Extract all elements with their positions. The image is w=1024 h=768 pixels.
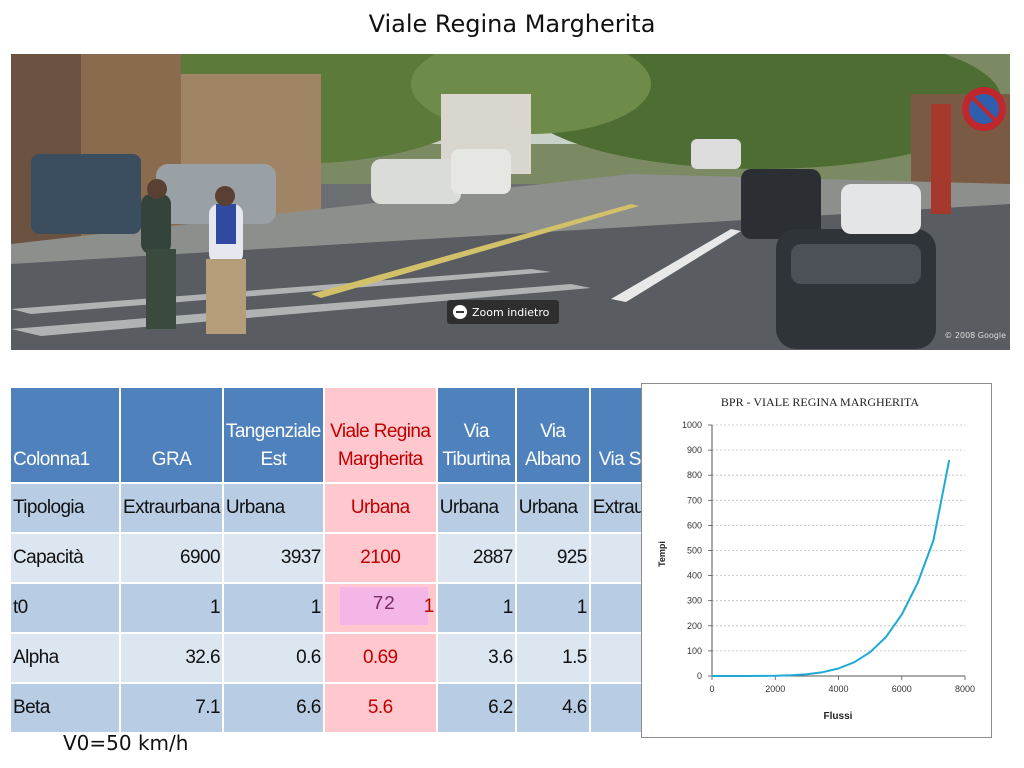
table-cell: 1 bbox=[119, 582, 224, 634]
table-row-beta: Beta 7.1 6.6 5.6 6.2 4.6 5.6 bbox=[9, 682, 694, 734]
street-scene-image bbox=[11, 54, 1010, 350]
street-view-photo: Zoom indietro © 2008 Google bbox=[11, 54, 1010, 350]
table-cell-highlight: 72 1 bbox=[322, 582, 438, 634]
table-row-alpha: Alpha 32.6 0.6 0.69 3.6 1.5 81.16 bbox=[9, 632, 694, 684]
table-cell: Urbana bbox=[435, 482, 517, 534]
bpr-chart: BPR - VIALE REGINA MARGHERITA Tempi Flus… bbox=[641, 383, 992, 738]
bpr-parameters-table: Colonna1 GRA Tangenziale Est Viale Regina… bbox=[9, 386, 694, 734]
table-cell: 1 bbox=[221, 582, 325, 634]
chart-x-tick-label: 2000 bbox=[765, 684, 785, 694]
chart-x-tick-label: 8000 bbox=[955, 684, 975, 694]
table-row-capacita: Capacità 6900 3937 2100 2887 925 1850 bbox=[9, 532, 694, 584]
table-cell: 32.6 bbox=[119, 632, 224, 684]
table-cell-highlight: 0.69 bbox=[322, 632, 438, 684]
table-cell: 0.6 bbox=[221, 632, 325, 684]
row-label: t0 bbox=[9, 582, 121, 634]
chart-x-tick-label: 0 bbox=[709, 684, 714, 694]
table-cell: 1 bbox=[435, 582, 517, 634]
header-colonna1: Colonna1 bbox=[9, 386, 121, 484]
chart-y-tick-label: 500 bbox=[687, 546, 702, 556]
table-cell-highlight: Urbana bbox=[322, 482, 438, 534]
chart-y-tick-label: 100 bbox=[687, 646, 702, 656]
table-cell-highlight: 2100 bbox=[322, 532, 438, 584]
row-label: Capacità bbox=[9, 532, 121, 584]
table-cell: 2887 bbox=[435, 532, 517, 584]
chart-y-tick-label: 600 bbox=[687, 520, 702, 530]
row-label: Alpha bbox=[9, 632, 121, 684]
header-tangenziale-est: Tangenziale Est bbox=[221, 386, 325, 484]
table-cell: Urbana bbox=[514, 482, 591, 534]
chart-title: BPR - VIALE REGINA MARGHERITA bbox=[721, 395, 919, 409]
chart-y-tick-label: 900 bbox=[687, 445, 702, 455]
table-cell: Extraurbana bbox=[119, 482, 224, 534]
chart-series-line bbox=[712, 459, 951, 677]
table-cell: Urbana bbox=[221, 482, 325, 534]
table-cell: 6.6 bbox=[221, 682, 325, 734]
bpr-chart-svg: BPR - VIALE REGINA MARGHERITA Tempi Flus… bbox=[657, 395, 975, 722]
table-row-tipologia: Tipologia Extraurbana Urbana Urbana Urba… bbox=[9, 482, 694, 534]
table-cell: 925 bbox=[514, 532, 591, 584]
table-cell: 6.2 bbox=[435, 682, 517, 734]
chart-y-tick-label: 800 bbox=[687, 470, 702, 480]
zoom-out-label: Zoom indietro bbox=[472, 305, 550, 319]
header-gra: GRA bbox=[119, 386, 224, 484]
header-via-tiburtina: Via Tiburtina bbox=[435, 386, 517, 484]
table-row-t0: t0 1 1 72 1 1 1 1 bbox=[9, 582, 694, 634]
table-cell: 1.5 bbox=[514, 632, 591, 684]
chart-y-tick-label: 0 bbox=[697, 671, 702, 681]
chart-x-tick-label: 6000 bbox=[892, 684, 912, 694]
row-label: Beta bbox=[9, 682, 121, 734]
zoom-out-icon bbox=[453, 305, 467, 319]
table-cell: 6900 bbox=[119, 532, 224, 584]
photo-copyright: © 2008 Google bbox=[944, 331, 1006, 340]
t0-value: 1 bbox=[423, 596, 435, 617]
header-viale-regina-margherita: Viale Regina Margherita bbox=[322, 386, 438, 484]
table-cell-highlight: 5.6 bbox=[322, 682, 438, 734]
table-cell: 7.1 bbox=[119, 682, 224, 734]
header-via-albano: Via Albano bbox=[514, 386, 591, 484]
chart-y-tick-label: 400 bbox=[687, 571, 702, 581]
chart-y-tick-label: 300 bbox=[687, 596, 702, 606]
chart-y-tick-label: 1000 bbox=[682, 420, 702, 430]
chart-x-axis-label: Flussi bbox=[824, 711, 853, 722]
chart-plot-area: 0 100 200 300 400 500 600 700 800 900 1000 0 2000 400… bbox=[682, 420, 975, 694]
t0-edit-overlay[interactable]: 72 bbox=[339, 587, 428, 625]
table-cell: 3937 bbox=[221, 532, 325, 584]
table-header-row: Colonna1 GRA Tangenziale Est Viale Regina… bbox=[9, 386, 694, 484]
row-label: Tipologia bbox=[9, 482, 121, 534]
chart-x-tick-label: 4000 bbox=[828, 684, 848, 694]
table-cell: 3.6 bbox=[435, 632, 517, 684]
slide-title: Viale Regina Margherita bbox=[368, 10, 656, 38]
free-flow-speed-note: V0=50 km/h bbox=[63, 731, 189, 755]
table-cell: 4.6 bbox=[514, 682, 591, 734]
chart-y-axis-label: Tempi bbox=[657, 541, 667, 567]
chart-y-tick-label: 200 bbox=[687, 621, 702, 631]
zoom-out-button[interactable]: Zoom indietro bbox=[447, 300, 560, 324]
chart-y-tick-label: 700 bbox=[687, 495, 702, 505]
table-cell: 1 bbox=[514, 582, 591, 634]
